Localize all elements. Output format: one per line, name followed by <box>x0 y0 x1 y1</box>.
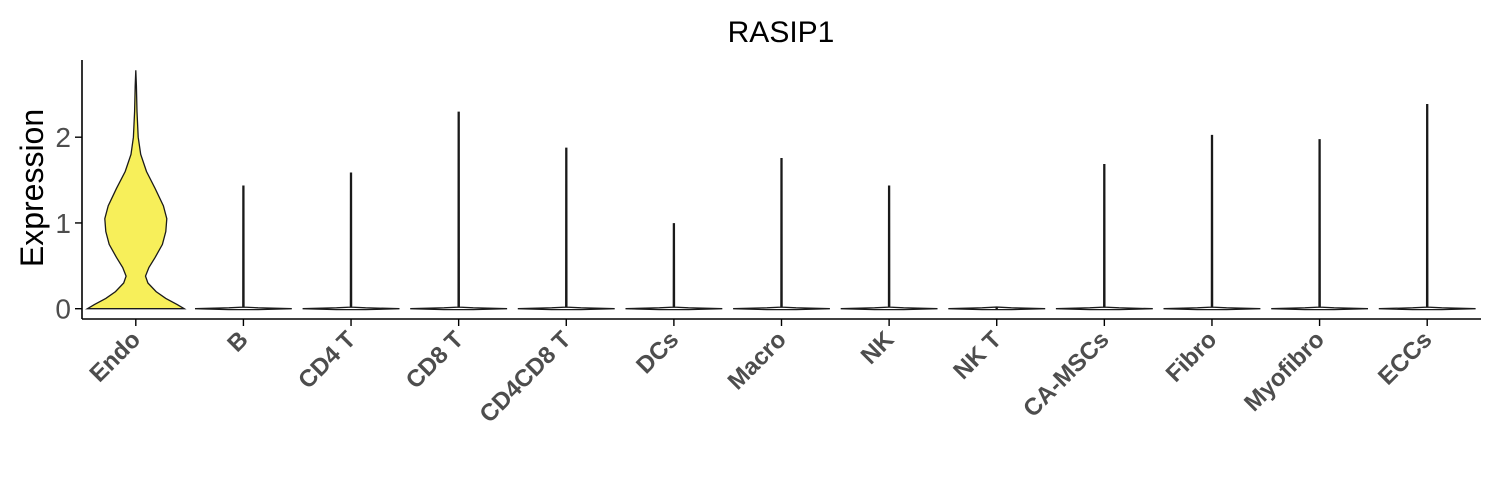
violin-cd4-t <box>302 172 400 311</box>
violins-group <box>85 70 1476 311</box>
y-axis: 0 1 2 <box>55 60 83 325</box>
x-tick-label: Endo <box>85 326 147 388</box>
violin-cd4cd8-t <box>517 147 615 311</box>
x-tick-label: Macro <box>723 326 792 395</box>
y-axis-label: Expression <box>14 109 50 267</box>
x-tick-label: Myofibro <box>1239 326 1330 417</box>
y-tick-label: 2 <box>55 122 71 153</box>
violin-dcs <box>625 223 723 311</box>
x-tick-label: CD4 T <box>293 326 361 394</box>
violin-myofibro <box>1271 139 1369 311</box>
violin-endo <box>85 70 187 310</box>
violin-eccs <box>1378 103 1476 311</box>
x-tick-label: DCs <box>631 326 684 379</box>
violin-nk-t <box>948 306 1046 311</box>
violin-ca-mscs <box>1055 163 1153 311</box>
violin-nk <box>840 185 938 311</box>
violin-macro <box>733 157 830 311</box>
y-tick-label: 0 <box>55 294 71 325</box>
violin-b <box>194 185 292 311</box>
x-tick-label: B <box>222 326 253 357</box>
x-tick-label: CD8 T <box>401 326 469 394</box>
x-tick-label: Fibro <box>1161 326 1223 388</box>
x-tick-label: NK <box>856 326 900 370</box>
violin-cd8-t <box>410 111 508 311</box>
x-axis: Endo B CD4 T CD8 T CD4CD8 T DCs Macro NK NK T CA-… <box>82 318 1481 428</box>
violin-fibro <box>1163 134 1261 311</box>
x-tick-label: NK T <box>948 326 1007 385</box>
y-tick-label: 1 <box>55 208 71 239</box>
x-tick-label: CD4CD8 T <box>474 326 576 428</box>
x-tick-label: ECCs <box>1373 326 1437 390</box>
x-tick-label: CA-MSCs <box>1018 326 1114 422</box>
chart-title: RASIP1 <box>728 16 835 49</box>
